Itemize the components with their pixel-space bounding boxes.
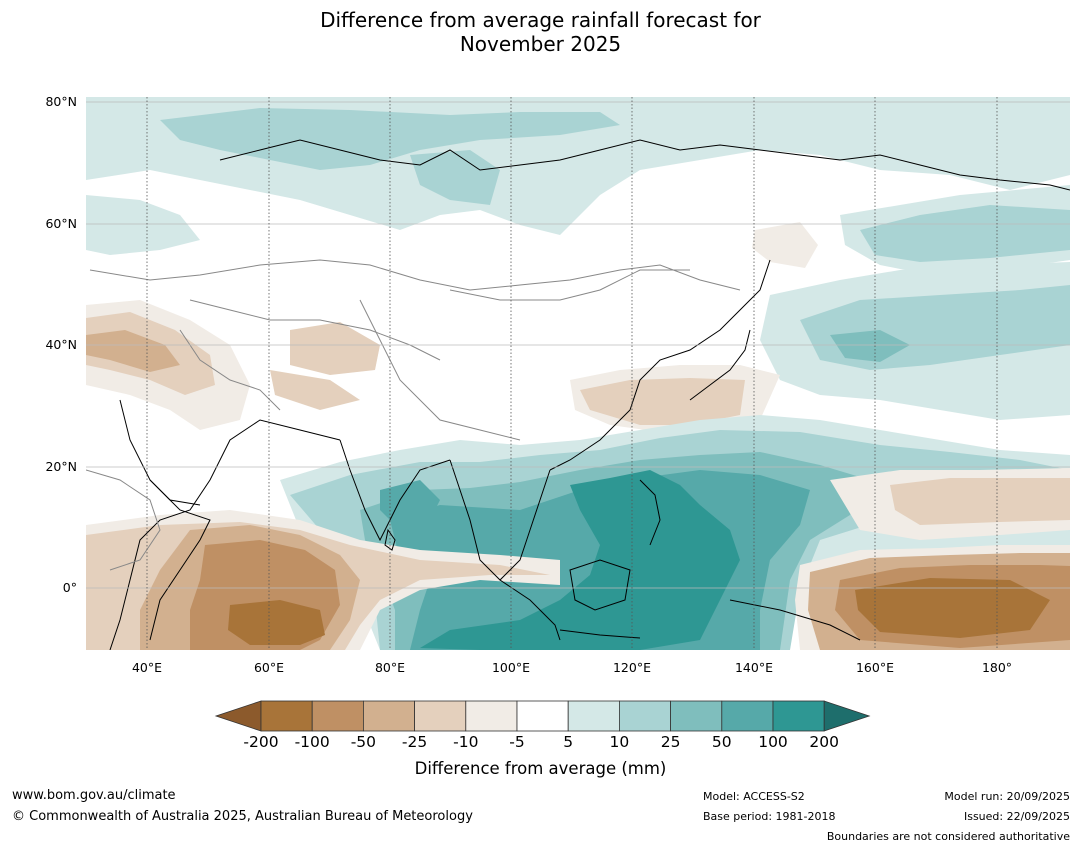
colorbar-segment xyxy=(414,700,467,732)
title-line-1: Difference from average rainfall forecas… xyxy=(320,8,761,32)
coastline-sumatra xyxy=(499,579,561,641)
title-line-2: November 2025 xyxy=(459,32,622,56)
lat-label-40n: 40°N xyxy=(45,337,77,352)
anomaly-region-middle-east-dry-3 xyxy=(86,330,180,372)
anomaly-region-east-siberia-dry xyxy=(752,222,818,268)
footer-model: Model: ACCESS-S2 xyxy=(703,790,805,803)
colorbar-tick-label: -200 xyxy=(243,733,279,751)
map-title: Difference from average rainfall forecas… xyxy=(0,8,1081,56)
colorbar-segment xyxy=(721,700,774,732)
lat-label-20n: 20°N xyxy=(45,459,77,474)
coastlines xyxy=(109,139,1070,650)
colorbar-segment xyxy=(772,700,825,732)
anomaly-region-pacific-equator-dry-4 xyxy=(855,578,1050,638)
anomaly-region-north-pacific-3 xyxy=(830,330,910,362)
anomaly-region-tropics-5 xyxy=(420,470,740,650)
colorbar-tick-label: -50 xyxy=(350,733,377,751)
anomaly-region-kamchatka-2 xyxy=(860,205,1070,262)
anomaly-region-indian-ocean-dry-5 xyxy=(228,600,325,645)
colorbar-segment xyxy=(362,700,415,732)
colorbar-tick-label: 50 xyxy=(711,733,732,751)
colorbar xyxy=(214,700,871,732)
lon-label-180: 180° xyxy=(981,660,1013,675)
colorbar-segment xyxy=(311,700,364,732)
colorbar-segment xyxy=(260,700,313,732)
lat-label-60n: 60°N xyxy=(45,216,77,231)
longitude-gridlines xyxy=(146,97,998,650)
colorbar-tick-label: 10 xyxy=(609,733,630,751)
colorbar-extend-high xyxy=(823,700,871,732)
lon-label-60e: 60°E xyxy=(253,660,285,675)
anomaly-region-central-pacific-dry-2 xyxy=(890,478,1070,525)
border-russia-south xyxy=(89,259,741,291)
colorbar-tick-label: 200 xyxy=(809,733,839,751)
lon-label-80e: 80°E xyxy=(374,660,406,675)
coastline-philippines xyxy=(639,479,661,546)
coastline-india xyxy=(339,439,451,542)
country-borders xyxy=(86,259,741,571)
colorbar-tick-label: -10 xyxy=(453,733,479,751)
colorbar-tick-label: -100 xyxy=(294,733,330,751)
colorbar-extend-low xyxy=(214,700,262,732)
footer-model-run: Model run: 20/09/2025 xyxy=(944,790,1070,803)
colorbar-segment xyxy=(465,700,518,732)
colorbar-tick-label: 25 xyxy=(660,733,681,751)
latitude-gridlines xyxy=(86,101,1070,589)
coastline-java xyxy=(559,629,641,639)
lon-label-40e: 40°E xyxy=(131,660,163,675)
footer-disclaimer: Boundaries are not considered authoritat… xyxy=(826,830,1070,843)
footer-website[interactable]: www.bom.gov.au/climate xyxy=(12,788,176,803)
colorbar-segment xyxy=(619,700,672,732)
coastline-africa-horn xyxy=(149,479,211,641)
anomaly-region-bay-of-bengal xyxy=(380,480,440,525)
anomaly-region-central-asia-dry xyxy=(290,322,380,375)
coastline-east-asia xyxy=(549,259,771,471)
colorbar-label: Difference from average (mm) xyxy=(414,759,667,778)
coastline-japan xyxy=(689,329,751,401)
lon-label-160e: 160°E xyxy=(855,660,894,675)
coastline-new-guinea xyxy=(729,599,861,641)
anomaly-region-central-asia-dry-2 xyxy=(270,370,360,410)
footer-base-period: Base period: 1981-2018 xyxy=(703,810,836,823)
lat-label-0: 0° xyxy=(62,580,77,595)
coastline-sri-lanka xyxy=(384,528,396,551)
border-mongolia xyxy=(449,269,690,301)
border-china-west xyxy=(359,299,521,441)
footer-issued: Issued: 22/09/2025 xyxy=(963,810,1070,823)
colorbar-tick-label: 5 xyxy=(563,733,574,751)
gridlines xyxy=(86,97,1070,650)
coastline-arctic xyxy=(219,139,1070,191)
colorbar-segment xyxy=(670,700,723,732)
colorbar-tick-label: 100 xyxy=(758,733,788,751)
colorbar-segment xyxy=(567,700,620,732)
lon-label-100e: 100°E xyxy=(491,660,530,675)
anomaly-region-west-siberia xyxy=(86,195,200,255)
lon-label-120e: 120°E xyxy=(612,660,651,675)
coastline-borneo xyxy=(569,559,631,611)
border-africa xyxy=(86,469,161,571)
colorbar-segment xyxy=(516,700,569,732)
colorbar-tick-label: -25 xyxy=(401,733,428,751)
lon-label-140e: 140°E xyxy=(734,660,773,675)
border-iran xyxy=(179,329,281,411)
colorbar-tick-label: -5 xyxy=(509,733,525,751)
coastline-arabia xyxy=(109,419,341,650)
lat-label-80n: 80°N xyxy=(45,94,77,109)
anomaly-region-arctic-2 xyxy=(410,150,500,205)
footer-copyright: © Commonwealth of Australia 2025, Austra… xyxy=(12,809,473,824)
